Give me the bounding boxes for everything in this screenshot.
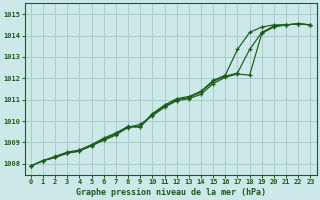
X-axis label: Graphe pression niveau de la mer (hPa): Graphe pression niveau de la mer (hPa) xyxy=(76,188,266,197)
